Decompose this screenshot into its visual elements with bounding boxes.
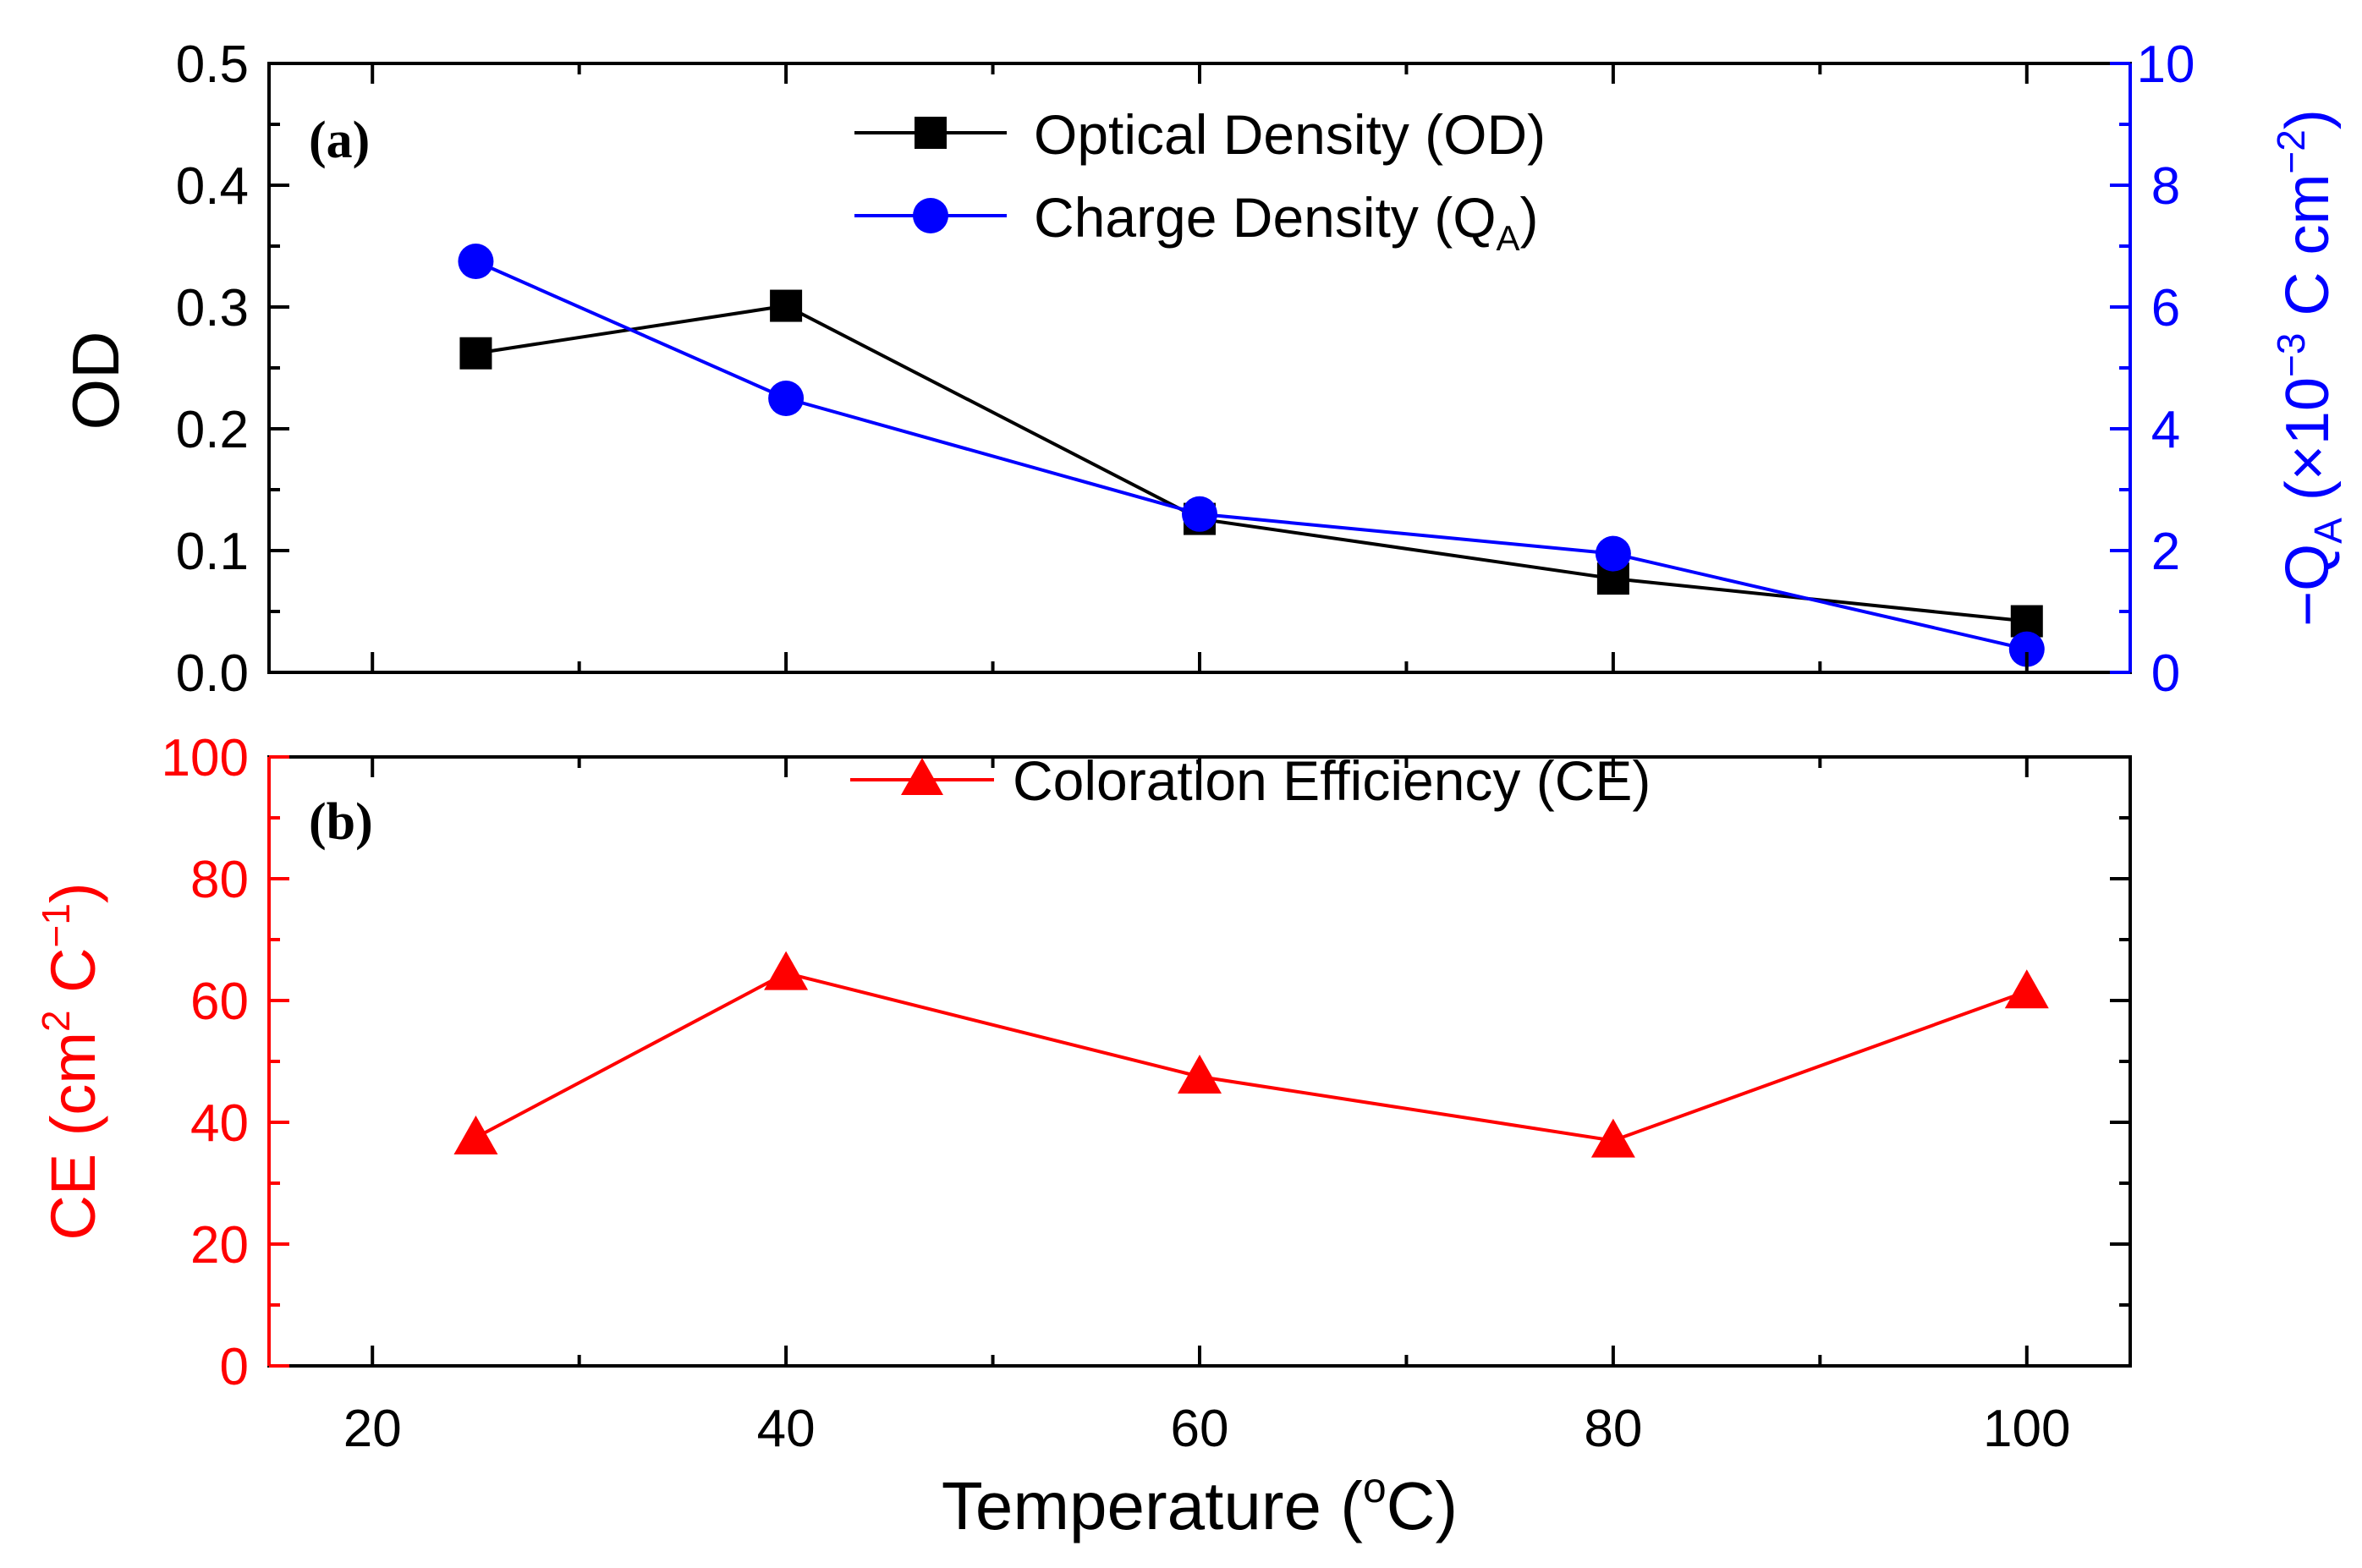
xlabel-pre: Temperature (: [942, 1468, 1363, 1543]
y2-tick-label: 10: [2137, 36, 2195, 94]
y-tick-label-b: 100: [162, 729, 249, 787]
panel-b-ylabel: CE (cm2 C−1): [34, 882, 108, 1240]
panel-a-ylabel: OD: [58, 332, 133, 430]
panel-b-label: (b): [309, 793, 373, 851]
y-tick-label-b: 80: [190, 851, 249, 909]
panel-a-legend: Optical Density (OD) Charge Density (QA): [854, 103, 1546, 258]
qa-point: [1595, 535, 1631, 572]
y-tick-label-a: 0.1: [176, 523, 249, 581]
ylabel-b-post: ): [38, 882, 108, 903]
y2label-mid2: C cm: [2274, 174, 2342, 333]
legend-qa-label: Charge Density (QA): [1034, 186, 1539, 258]
panel-b-legend: Coloration Efficiency (CE): [850, 749, 1651, 812]
qa-point: [768, 381, 805, 416]
series-line-circle: [475, 260, 2028, 651]
x-tick-label: 60: [1171, 1400, 1229, 1458]
xlabel-post: C): [1387, 1468, 1458, 1543]
series-line-square: [475, 304, 2027, 623]
y-tick-label-a: 0.4: [176, 157, 249, 216]
ce-point: [1178, 1055, 1222, 1094]
xlabel-sup: o: [1363, 1464, 1387, 1511]
qa-point: [2008, 631, 2045, 667]
panel-b-ticks: 20 40 60 80 100 0 20 40 60 80 100: [162, 729, 2130, 1458]
y2label-post: ): [2274, 109, 2342, 129]
y-tick-label-a: 0.5: [176, 36, 249, 94]
ylabel-b-sup2: −1: [34, 903, 78, 947]
y2label-sub: A: [2306, 518, 2350, 544]
legend-ce-label: Coloration Efficiency (CE): [1013, 749, 1651, 812]
od-point: [459, 337, 492, 370]
x-tick-label: 20: [343, 1400, 402, 1458]
panel-a-y2label: −QA (×10−3 C cm−2): [2269, 109, 2350, 627]
legend-od-marker: [915, 117, 947, 149]
y-tick-label-b: 20: [190, 1216, 249, 1275]
y-tick-label-b: 0: [220, 1338, 249, 1396]
legend-od-label: Optical Density (OD): [1034, 103, 1546, 166]
y-tick-label-a: 0.2: [176, 401, 249, 459]
ce-point: [1590, 1118, 1635, 1158]
qa-point: [458, 244, 494, 279]
panel-b-xlabel: Temperature (oC): [942, 1464, 1458, 1543]
y2label-sup1: −3: [2269, 333, 2313, 377]
qa-point: [1182, 496, 1217, 532]
x-tick-label: 100: [1983, 1400, 2070, 1458]
y2label-mid: (×10: [2274, 377, 2342, 518]
y2-tick-label: 4: [2151, 401, 2180, 459]
series-line-triangle: [475, 971, 2028, 1143]
ce-point: [2004, 969, 2049, 1009]
legend-qa-label-sub: A: [1497, 218, 1520, 258]
panel-a-label: (a): [309, 112, 370, 169]
y2-tick-label: 6: [2151, 279, 2180, 337]
legend-qa-label-post: ): [1520, 186, 1539, 249]
y2-tick-label: 2: [2151, 523, 2180, 581]
panel-b-marks: [453, 951, 2049, 1158]
ylabel-b-mid: C: [38, 947, 108, 1010]
y-tick-label-b: 60: [190, 973, 249, 1031]
x-tick-label: 40: [757, 1400, 816, 1458]
y-tick-label-a: 0.3: [176, 279, 249, 337]
ylabel-b-pre: CE (cm: [38, 1032, 108, 1241]
x-tick-label: 80: [1584, 1400, 1642, 1458]
y-tick-label-b: 40: [190, 1094, 249, 1153]
panel-b: 20 40 60 80 100 0 20 40 60 80 100 (b) CE (cm2 C−1)…: [34, 729, 2132, 1543]
legend-qa-marker: [913, 198, 948, 233]
y2label-sup2: −2: [2269, 129, 2313, 173]
ce-point: [453, 1116, 498, 1154]
ce-point: [764, 951, 809, 990]
ylabel-b-sup1: 2: [34, 1010, 78, 1032]
panel-a-marks: [458, 244, 2045, 667]
panel-a-ticks: 0.0 0.1 0.2 0.3 0.4 0.5 0 2 4 6 8 10: [176, 36, 2195, 703]
y2label-pre: −Q: [2274, 544, 2342, 627]
od-point: [770, 289, 803, 322]
y2-tick-label: 0: [2151, 644, 2180, 703]
y2-tick-label: 8: [2151, 157, 2180, 216]
legend-qa-label-main: Charge Density (Q: [1034, 186, 1497, 249]
legend-ce-marker: [901, 758, 943, 795]
y-tick-label-a: 0.0: [176, 644, 249, 703]
